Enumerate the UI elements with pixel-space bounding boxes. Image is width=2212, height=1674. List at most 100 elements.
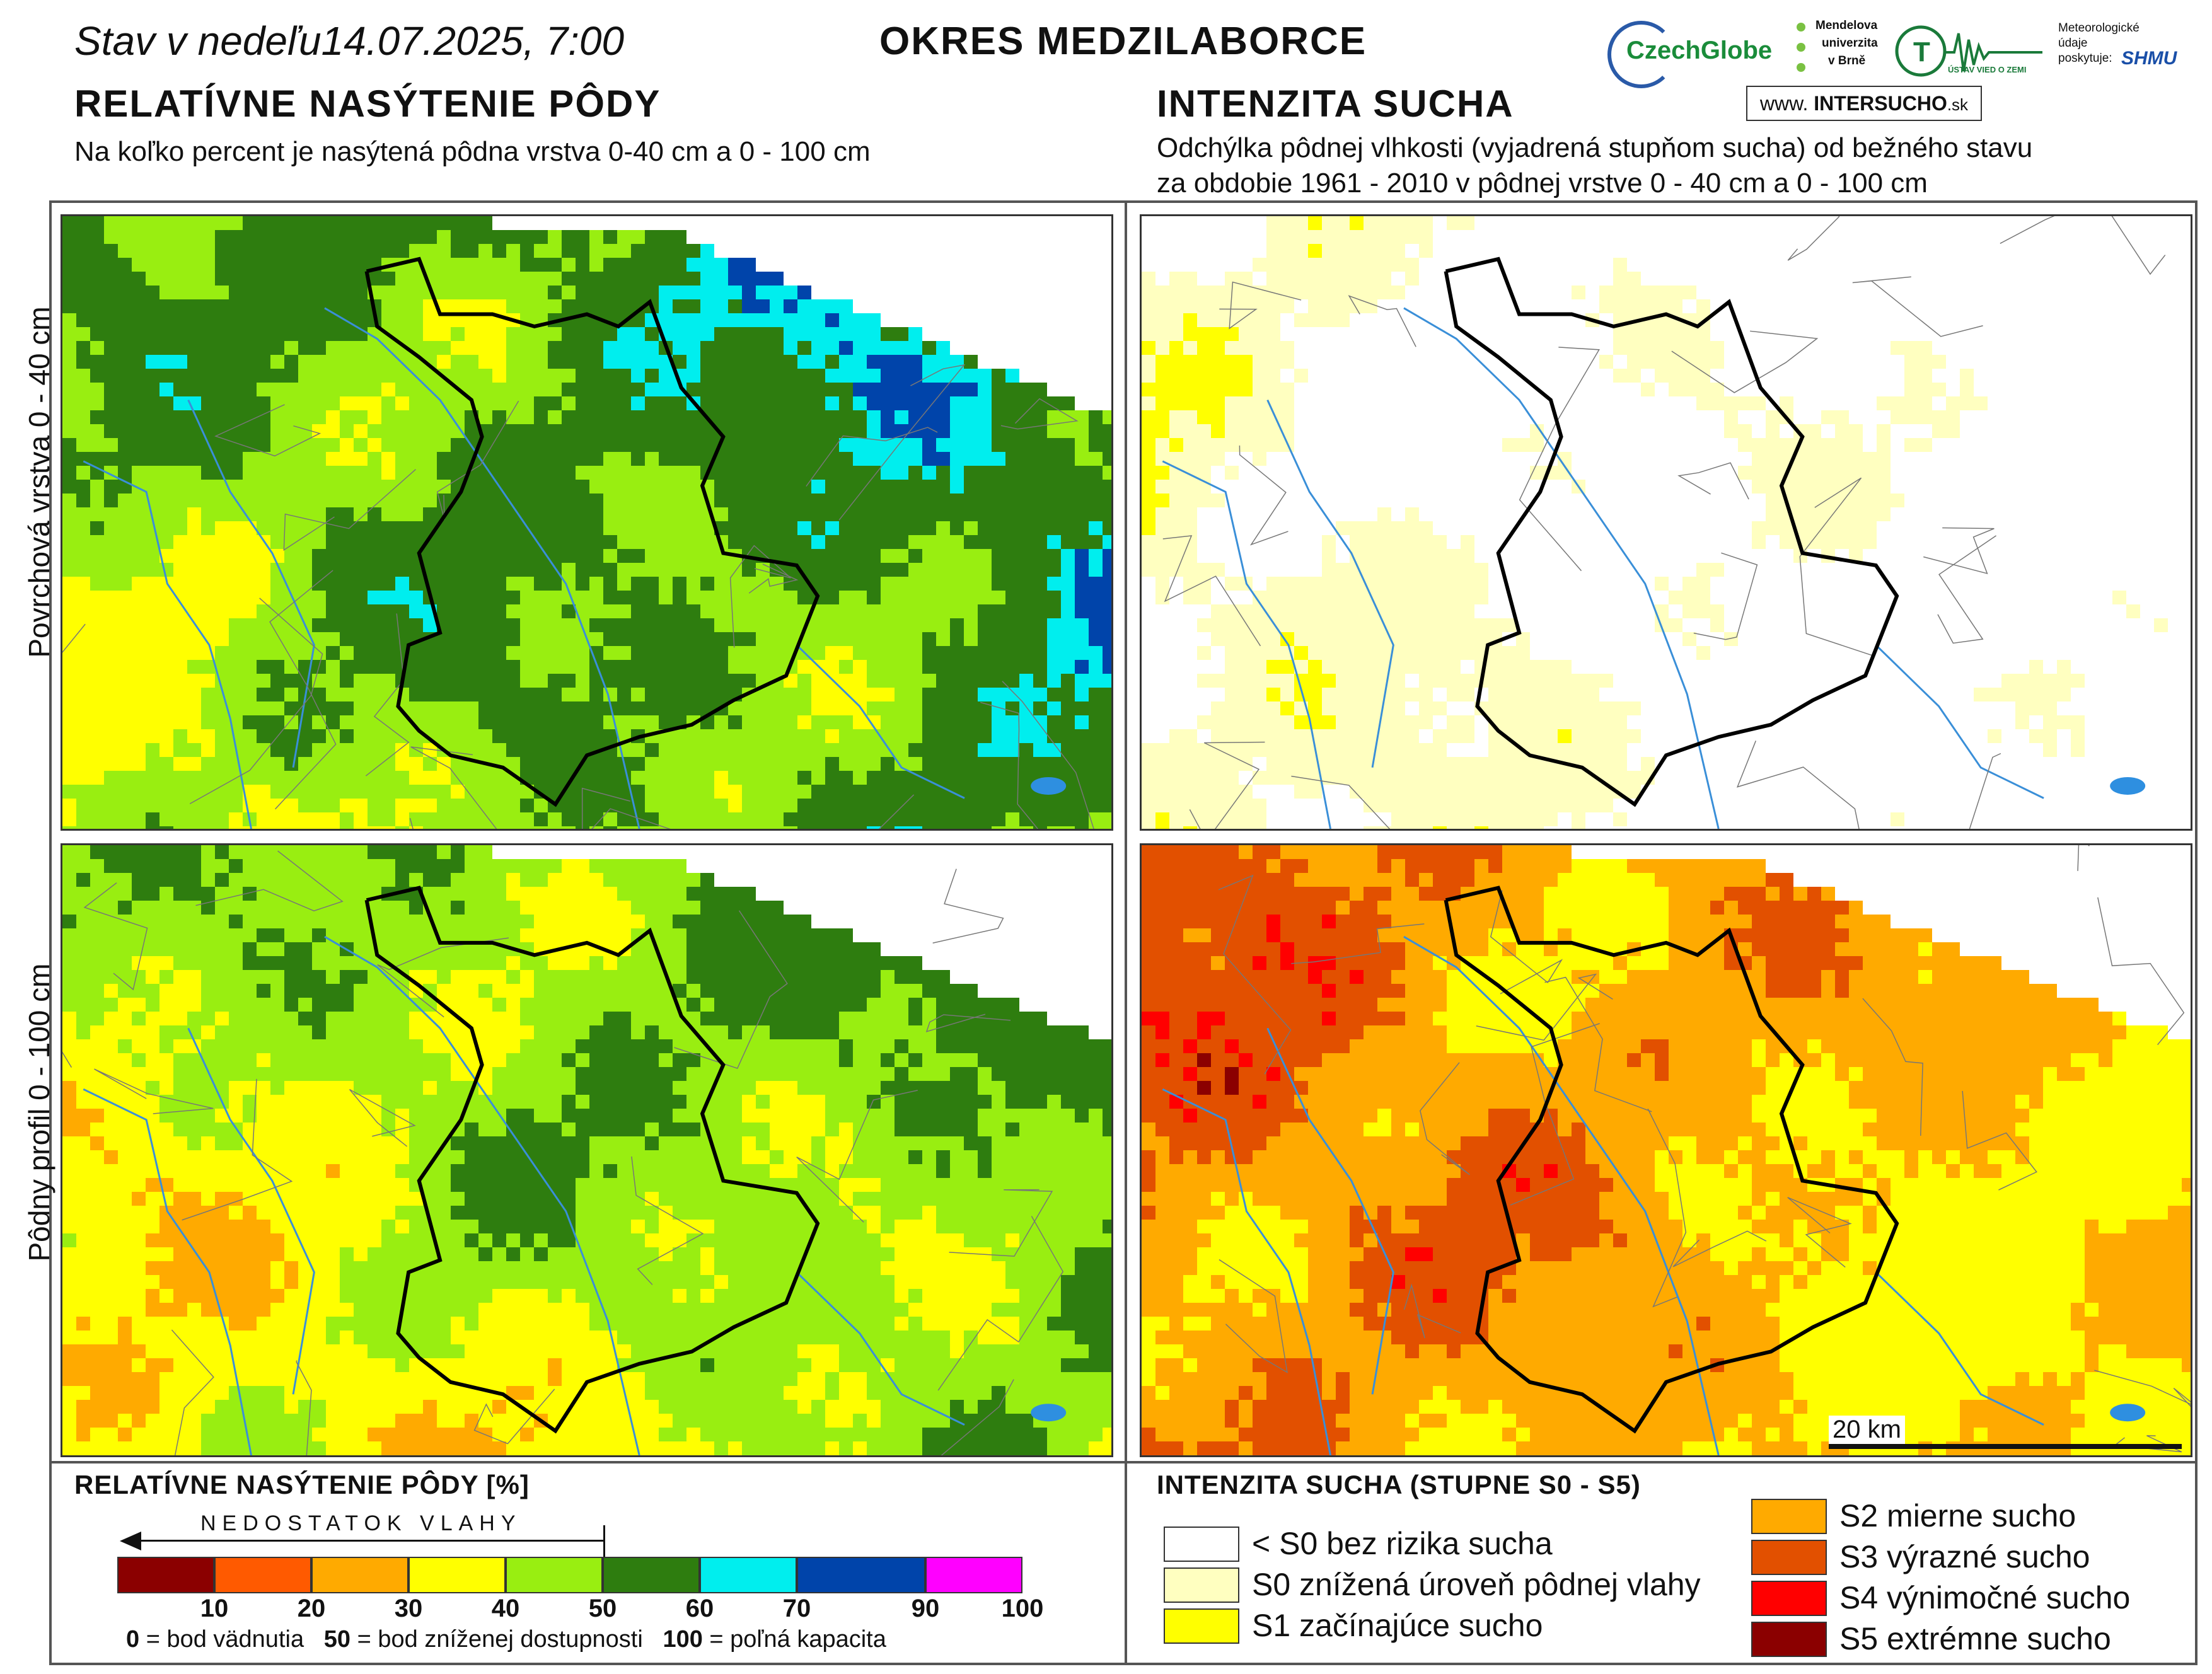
- map-cell: [784, 466, 797, 480]
- map-cell: [1089, 743, 1103, 757]
- map-cell: [437, 466, 451, 480]
- map-cell: [354, 646, 368, 660]
- map-cell: [520, 660, 534, 674]
- map-cell: [2015, 674, 2029, 688]
- map-cell: [1075, 646, 1089, 660]
- map-cell: [104, 887, 118, 901]
- map-cell: [964, 660, 978, 674]
- map-cell: [298, 812, 312, 826]
- map-cell: [90, 859, 104, 873]
- map-cell: [728, 507, 742, 521]
- map-cell: [492, 383, 506, 396]
- map-cell: [187, 563, 201, 577]
- map-cell: [215, 604, 229, 618]
- map-cell: [603, 970, 617, 984]
- map-cell: [354, 873, 368, 887]
- map-cell: [492, 859, 506, 873]
- map-drought-0-40[interactable]: [1140, 214, 2192, 831]
- map-cell: [534, 873, 548, 887]
- map-cell: [1461, 771, 1474, 785]
- map-cell: [1752, 480, 1766, 494]
- map-cell: [118, 757, 132, 771]
- map-cell: [381, 715, 395, 729]
- map-cell: [506, 244, 520, 258]
- map-cell: [686, 618, 700, 632]
- map-cell: [1710, 355, 1724, 369]
- map-cell: [243, 591, 257, 604]
- map-cell: [978, 507, 992, 521]
- map-cell: [215, 845, 229, 859]
- map-cell: [451, 591, 465, 604]
- map-cell: [1710, 383, 1724, 396]
- map-cell: [326, 632, 340, 646]
- map-cell: [270, 258, 284, 272]
- map-cell: [881, 604, 895, 618]
- map-cell: [243, 327, 257, 341]
- map-cell: [1544, 674, 1558, 688]
- czechglobe-logo[interactable]: CzechGlobe: [1607, 18, 1797, 88]
- map-cell: [284, 355, 298, 369]
- map-saturation-0-100[interactable]: [61, 843, 1113, 1457]
- map-cell: [534, 956, 548, 970]
- map-cell: [1075, 410, 1089, 424]
- map-cell: [548, 1012, 562, 1025]
- map-cell: [478, 928, 492, 942]
- map-cell: [1322, 674, 1336, 688]
- map-cell: [1474, 771, 1488, 785]
- map-cell: [229, 591, 243, 604]
- map-cell: [728, 826, 742, 829]
- map-cell: [1253, 688, 1266, 701]
- map-cell: [978, 757, 992, 771]
- map-cell: [797, 494, 811, 507]
- map-cell: [548, 438, 562, 452]
- uvz-logo[interactable]: T ÚSTAV VIED O ZEMI: [1894, 21, 2046, 84]
- map-cell: [409, 660, 423, 674]
- map-cell: [1019, 632, 1033, 646]
- map-cell: [1019, 826, 1033, 829]
- map-cell: [451, 970, 465, 984]
- map-cell: [825, 785, 839, 799]
- map-cell: [520, 480, 534, 494]
- map-cell: [853, 438, 867, 452]
- map-cell: [62, 230, 76, 244]
- map-cell: [770, 286, 784, 299]
- map-cell: [659, 563, 673, 577]
- map-cell: [1019, 452, 1033, 466]
- map-cell: [659, 928, 673, 942]
- map-cell: [1061, 646, 1075, 660]
- map-cell: [340, 757, 354, 771]
- map-cell: [978, 383, 992, 396]
- map-cell: [895, 521, 908, 535]
- map-cell: [298, 355, 312, 369]
- map-cell: [881, 410, 895, 424]
- map-cell: [1322, 604, 1336, 618]
- map-cell: [1211, 618, 1225, 632]
- municipal-boundary: [283, 469, 416, 551]
- map-cell: [298, 521, 312, 535]
- map-cell: [1061, 632, 1075, 646]
- mendelu-logo[interactable]: Mendelova univerzita v Brně: [1797, 18, 1891, 87]
- map-cell: [243, 915, 257, 928]
- map-cell: [187, 812, 201, 826]
- map-cell: [992, 688, 1005, 701]
- map-cell: [1103, 549, 1111, 563]
- map-cell: [1488, 757, 1502, 771]
- intersucho-link[interactable]: www. INTERSUCHO.sk: [1746, 86, 1982, 121]
- municipal-boundary: [581, 787, 671, 829]
- map-cell: [104, 618, 118, 632]
- map-cell: [270, 604, 284, 618]
- map-cell: [229, 1012, 243, 1025]
- map-saturation-0-40[interactable]: [61, 214, 1113, 831]
- shmu-logo[interactable]: Meteorologické údaje poskytuje: SHMU: [2058, 21, 2178, 90]
- map-cell: [423, 396, 437, 410]
- map-cell: [1183, 799, 1197, 812]
- map-cell: [881, 771, 895, 785]
- map-cell: [950, 984, 964, 998]
- map-cell: [368, 845, 381, 859]
- map-cell: [1391, 258, 1405, 272]
- map-cell: [381, 660, 395, 674]
- map-cell: [576, 355, 589, 369]
- map-cell: [76, 887, 90, 901]
- map-cell: [1821, 507, 1835, 521]
- dot-icon: [1797, 23, 1805, 32]
